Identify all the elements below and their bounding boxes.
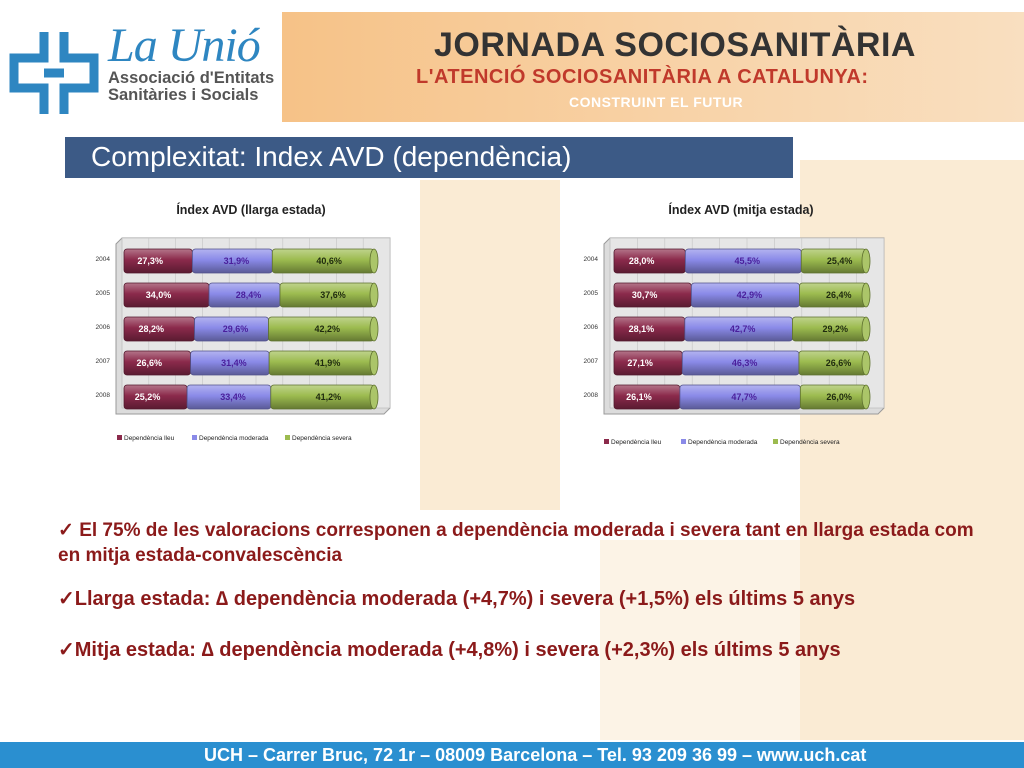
data-label: 42,9% — [737, 290, 763, 300]
y-tick-label: 2008 — [96, 392, 111, 399]
bar-end-cap — [369, 384, 379, 410]
data-label: 28,2% — [138, 324, 164, 334]
data-label: 45,5% — [735, 256, 761, 266]
bullet-text: Llarga estada: ∆ dependència moderada (+… — [74, 588, 856, 610]
data-label: 27,1% — [627, 358, 653, 368]
legend-label: Dependència moderada — [199, 435, 269, 442]
data-label: 25,4% — [827, 256, 853, 266]
bullet-item: ✓ El 75% de les valoracions corresponen … — [58, 518, 978, 568]
data-label: 25,2% — [135, 392, 161, 402]
data-label: 28,0% — [629, 256, 655, 266]
y-tick-label: 2005 — [96, 290, 111, 297]
legend-swatch — [285, 435, 290, 440]
background-decoration — [420, 180, 560, 510]
data-label: 26,1% — [626, 392, 652, 402]
chart-mitja-estada: Índex AVD (mitja estada) 2004 28,0% 45,5% 25… — [584, 202, 885, 446]
legend-swatch — [773, 439, 778, 444]
bar-end-cap — [861, 350, 871, 376]
y-tick-label: 2004 — [584, 256, 599, 263]
data-label: 42,7% — [730, 324, 756, 334]
data-label: 46,3% — [732, 358, 758, 368]
banner-title: JORNADA SOCIOSANITÀRIA — [434, 26, 916, 64]
legend-swatch — [681, 439, 686, 444]
y-tick-label: 2008 — [584, 392, 599, 399]
data-label: 26,0% — [826, 392, 852, 402]
bullet-list: ✓ El 75% de les valoracions corresponen … — [58, 518, 978, 662]
checkmark-icon: ✓ — [58, 588, 75, 610]
legend-label: Dependència lleu — [611, 439, 662, 446]
header-banner: JORNADA SOCIOSANITÀRIA L'ATENCIÓ SOCIOSA… — [282, 12, 1024, 122]
legend-swatch — [117, 435, 122, 440]
la-unio-logo-icon — [9, 32, 99, 114]
banner-subtitle-2: CONSTRUINT EL FUTUR — [569, 94, 744, 110]
data-label: 40,6% — [316, 256, 342, 266]
section-title: Complexitat: Index AVD (dependència) — [91, 141, 572, 172]
y-tick-label: 2006 — [96, 324, 111, 331]
data-label: 30,7% — [632, 290, 658, 300]
brand-line-1: Associació d'Entitats — [108, 69, 275, 87]
checkmark-icon: ✓ — [58, 639, 75, 661]
bar-end-cap — [861, 384, 871, 410]
bar-end-cap — [369, 316, 379, 342]
legend-label: Dependència lleu — [124, 435, 175, 442]
brand: La Unió Associació d'Entitats Sanitàries… — [108, 22, 278, 104]
bar-end-cap — [861, 282, 871, 308]
bar-end-cap — [369, 282, 379, 308]
chart-title: Índex AVD (llarga estada) — [176, 202, 325, 217]
data-label: 31,9% — [224, 256, 250, 266]
y-tick-label: 2004 — [96, 256, 111, 263]
background-decoration — [600, 540, 800, 740]
banner-subtitle: L'ATENCIÓ SOCIOSANITÀRIA A CATALUNYA: — [416, 66, 869, 88]
data-label: 26,6% — [137, 358, 163, 368]
data-label: 29,6% — [223, 324, 249, 334]
bar-end-cap — [861, 316, 871, 342]
data-label: 34,0% — [146, 290, 172, 300]
data-label: 29,2% — [822, 324, 848, 334]
chart-llarga-estada: Índex AVD (llarga estada) 2004 27,3% 31,9% 4… — [96, 202, 391, 442]
data-label: 47,7% — [731, 392, 757, 402]
data-label: 27,3% — [137, 256, 163, 266]
data-label: 26,6% — [826, 358, 852, 368]
data-label: 28,4% — [236, 290, 262, 300]
data-label: 31,4% — [221, 358, 247, 368]
brand-name: La Unió — [108, 19, 261, 72]
legend-swatch — [192, 435, 197, 440]
legend-label: Dependència severa — [292, 435, 352, 442]
legend-label: Dependència severa — [780, 439, 840, 446]
data-label: 33,4% — [220, 392, 246, 402]
section-title-bar: Complexitat: Index AVD (dependència) — [65, 137, 793, 178]
data-label: 42,2% — [314, 324, 340, 334]
y-tick-label: 2005 — [584, 290, 599, 297]
data-label: 41,2% — [316, 392, 342, 402]
bar-end-cap — [861, 248, 871, 274]
data-label: 26,4% — [826, 290, 852, 300]
legend-label: Dependència moderada — [688, 439, 758, 446]
data-label: 28,1% — [629, 324, 655, 334]
checkmark-icon: ✓ — [58, 520, 74, 541]
bullet-text: Mitja estada: ∆ dependència moderada (+4… — [74, 639, 841, 661]
bar-end-cap — [369, 248, 379, 274]
legend-swatch — [604, 439, 609, 444]
y-tick-label: 2006 — [584, 324, 599, 331]
footer-text: UCH – Carrer Bruc, 72 1r – 08009 Barcelo… — [204, 745, 867, 765]
bar-end-cap — [369, 350, 379, 376]
data-label: 41,9% — [315, 358, 341, 368]
y-tick-label: 2007 — [584, 358, 599, 365]
data-label: 37,6% — [320, 290, 346, 300]
y-tick-label: 2007 — [96, 358, 111, 365]
bullet-item: ✓Mitja estada: ∆ dependència moderada (+… — [58, 637, 978, 662]
chart-title: Índex AVD (mitja estada) — [668, 202, 813, 217]
bullet-item: ✓Llarga estada: ∆ dependència moderada (… — [58, 586, 978, 611]
bullet-text: El 75% de les valoracions corresponen a … — [58, 520, 974, 566]
footer-bar: UCH – Carrer Bruc, 72 1r – 08009 Barcelo… — [0, 742, 1024, 768]
brand-line-2: Sanitàries i Socials — [108, 86, 259, 104]
